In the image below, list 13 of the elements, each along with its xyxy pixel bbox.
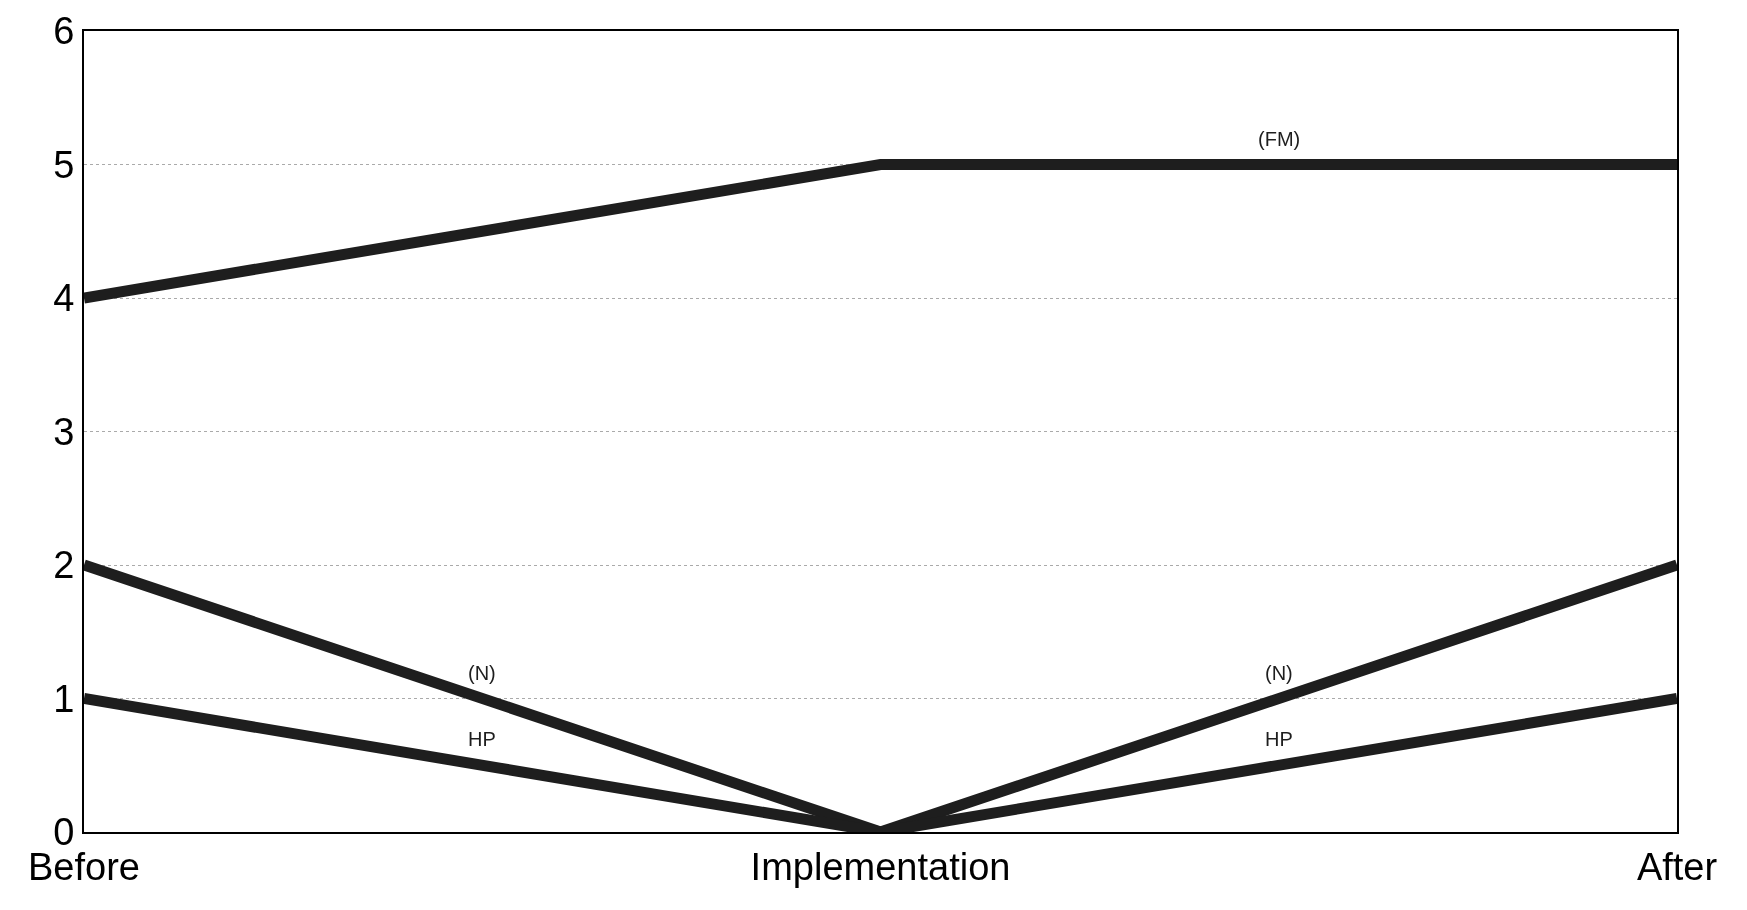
text: (N) [1265, 662, 1293, 684]
x-tick-label: After [1636, 845, 1718, 888]
y-tick-label: 1 [53, 677, 75, 720]
y-tick-label: 2 [53, 544, 75, 587]
y-tick-label: 4 [53, 277, 75, 320]
series-label: HP [468, 728, 496, 750]
text: HP [1265, 728, 1293, 750]
y-tick-label: 3 [53, 410, 75, 453]
y-tick-label: 6 [53, 10, 75, 53]
x-tick-label: Implementation [750, 845, 1011, 888]
y-tick-label: 5 [53, 143, 75, 186]
series-label: (FM) [1258, 128, 1301, 150]
series-label: (N) [468, 662, 496, 684]
